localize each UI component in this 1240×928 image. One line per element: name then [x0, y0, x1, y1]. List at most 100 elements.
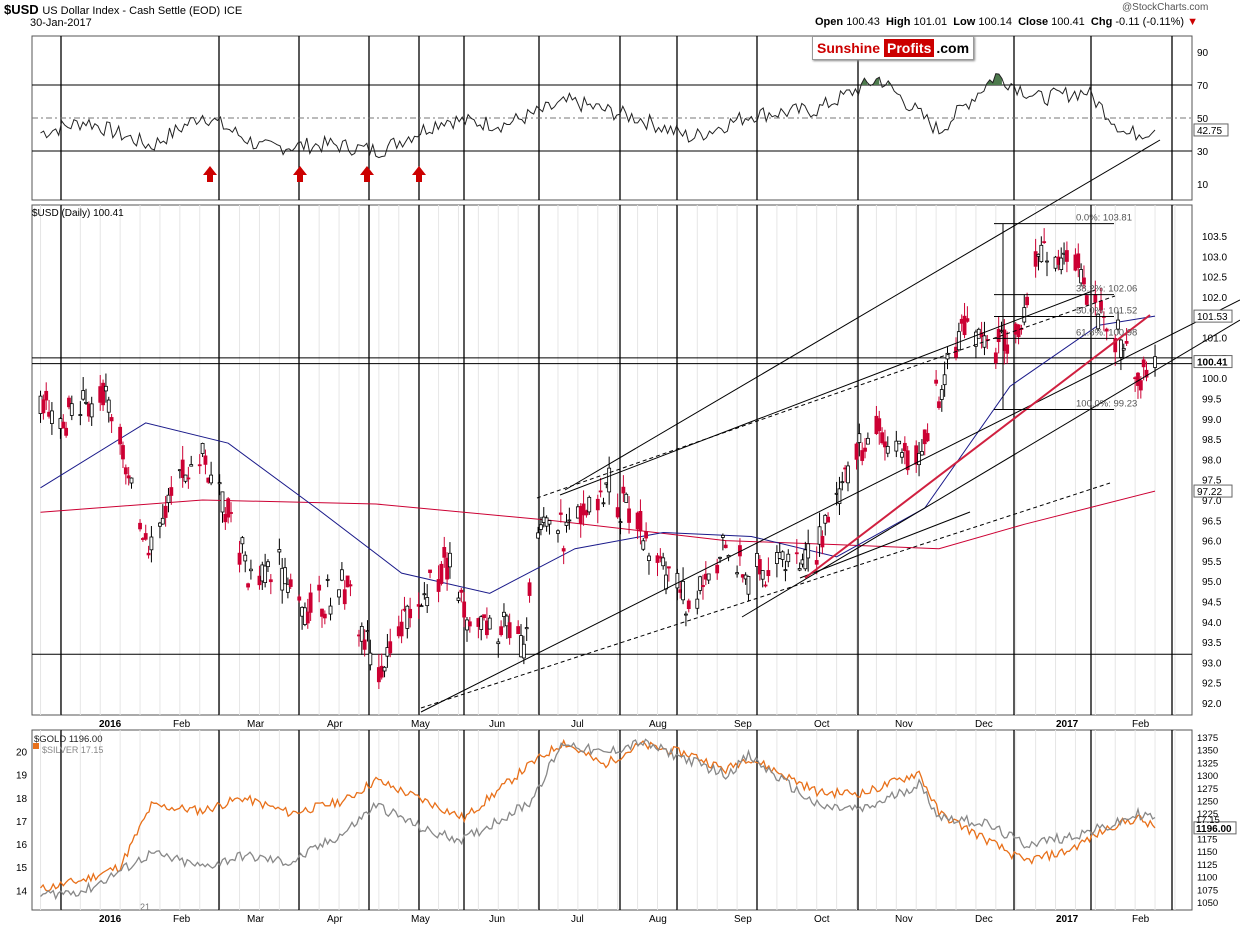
candle-body — [1084, 295, 1089, 305]
trend-line-6 — [804, 314, 1151, 579]
candle-body — [641, 540, 646, 550]
candle-body — [143, 533, 148, 540]
candle-body — [584, 510, 589, 516]
price-tick-label: 102.5 — [1202, 273, 1227, 284]
gold-tick-label: 1300 — [1197, 771, 1218, 782]
candle-body — [220, 491, 225, 513]
candle-body — [766, 570, 771, 577]
gs-x-tick: Jun — [489, 914, 505, 925]
price-tick-label: 94.0 — [1202, 618, 1222, 629]
candle-body — [504, 615, 509, 627]
gold-tick-label: 1175 — [1197, 835, 1217, 846]
gold-last-label: 1196.00 — [1196, 824, 1232, 835]
candle-body — [647, 555, 651, 561]
candle-body — [814, 560, 819, 565]
rsi-overbought-fill — [873, 77, 880, 85]
candle-body — [527, 582, 532, 596]
price-x-tick: Mar — [247, 719, 265, 730]
candle-body — [920, 451, 924, 456]
silver-tick-label: 20 — [16, 748, 28, 759]
ma50-line — [40, 315, 1156, 594]
candle-body — [445, 557, 449, 580]
candle-body — [942, 374, 947, 386]
gold-tick-label: 1275 — [1197, 784, 1218, 795]
candle-body — [106, 399, 111, 413]
candle-body — [67, 397, 71, 408]
candle-body — [564, 521, 569, 526]
price-x-tick: 2017 — [1056, 719, 1079, 730]
candle-body — [189, 464, 194, 467]
gs-x-tick: Sep — [734, 914, 752, 925]
candle-body — [735, 572, 739, 575]
candle-body — [1082, 277, 1086, 285]
candle-body — [561, 548, 566, 552]
candle-body — [84, 401, 88, 404]
gs-x-tick: Dec — [975, 914, 993, 925]
gold-tick-label: 1225 — [1197, 809, 1218, 820]
panel-frame-1 — [31, 204, 1193, 716]
candle-body — [439, 563, 444, 584]
candle-body — [524, 627, 529, 630]
candle-body — [655, 555, 660, 563]
candle-body — [217, 482, 222, 485]
candle-body — [1153, 356, 1157, 368]
gold-tick-label: 1150 — [1197, 847, 1217, 858]
candle-body — [993, 352, 998, 364]
candle-body — [820, 535, 825, 548]
candle-body — [1138, 380, 1143, 391]
candle-body — [160, 517, 165, 525]
price-value-label: 97.22 — [1197, 487, 1222, 498]
candle-body — [701, 585, 705, 588]
rsi-current-value: 42.75 — [1197, 126, 1222, 137]
candle-body — [1025, 296, 1029, 306]
candle-body — [158, 522, 162, 527]
candle-body — [456, 597, 461, 601]
candle-body — [684, 613, 688, 616]
candle-body — [945, 352, 950, 360]
candle-body — [974, 331, 978, 347]
candle-body — [118, 426, 123, 445]
gs-x-tick: Feb — [173, 914, 191, 925]
candle-body — [615, 507, 620, 518]
candle-body — [308, 592, 313, 613]
gold-tick-label: 1125 — [1197, 860, 1217, 871]
candle-body — [806, 543, 811, 559]
candle-body — [379, 665, 384, 678]
candle-body — [166, 494, 171, 503]
candle-body — [104, 385, 108, 392]
gs-x-tick: Nov — [895, 914, 913, 925]
candle-body — [1016, 324, 1021, 338]
gold-swatch-icon — [33, 743, 39, 749]
rsi-tick-label: 10 — [1197, 180, 1209, 191]
candle-body — [229, 512, 233, 514]
candle-body — [399, 621, 404, 637]
candle-body — [462, 601, 467, 618]
candle-body — [757, 559, 762, 575]
candle-body — [268, 579, 273, 583]
candle-body — [263, 565, 268, 583]
candle-body — [297, 596, 302, 601]
candle-body — [422, 593, 427, 596]
gold-legend: $GOLD 1196.00 — [34, 734, 102, 745]
price-x-tick: Feb — [173, 719, 191, 730]
price-tick-label: 92.5 — [1202, 679, 1222, 690]
candle-body — [1005, 344, 1010, 354]
candle-body — [900, 452, 904, 458]
candle-body — [425, 597, 430, 607]
silver-small-label: 21 — [140, 902, 150, 912]
price-tick-label: 96.0 — [1202, 537, 1222, 548]
price-x-tick: Dec — [975, 719, 993, 730]
gold-tick-label: 1075 — [1197, 885, 1218, 896]
rsi-line — [40, 73, 1156, 159]
price-tick-label: 98.5 — [1202, 435, 1222, 446]
candle-body — [146, 552, 151, 556]
candle-body — [388, 641, 393, 654]
candle-body — [1079, 269, 1084, 284]
sunshine-profits-logo: Sunshine Profits .com — [812, 36, 975, 60]
signal-arrow-icon — [203, 166, 217, 182]
price-x-tick: Sep — [734, 719, 752, 730]
candle-body — [846, 465, 850, 484]
candle-body — [521, 643, 526, 659]
candle-body — [965, 318, 970, 322]
fib-label: 0.0%: 103.81 — [1076, 213, 1132, 224]
